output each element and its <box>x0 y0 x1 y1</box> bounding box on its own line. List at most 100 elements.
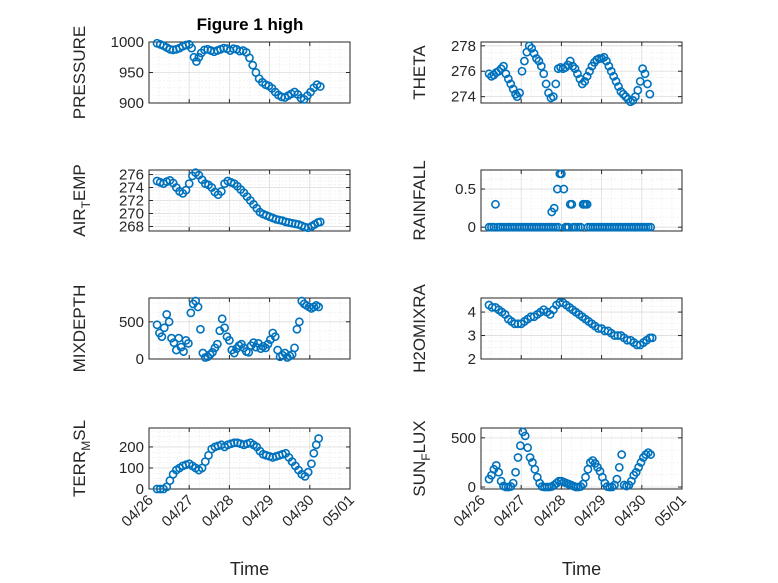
data-point <box>570 64 580 74</box>
data-point <box>647 333 657 343</box>
x-tick-label: 04/28 <box>531 492 570 531</box>
data-point <box>494 66 504 76</box>
data-point <box>294 317 304 327</box>
data-point <box>549 203 559 213</box>
data-point <box>229 348 239 358</box>
data-point <box>641 450 651 459</box>
data-point <box>643 79 652 89</box>
data-point <box>506 79 516 89</box>
data-point <box>530 464 540 474</box>
data-point <box>524 41 534 51</box>
data-point <box>496 64 506 74</box>
data-point <box>511 467 520 477</box>
data-point <box>245 53 254 63</box>
data-point <box>205 350 215 359</box>
y-tick-label: 4 <box>468 304 476 321</box>
y-tick-label: 0 <box>468 219 476 236</box>
x-tick-label: 05/01 <box>319 492 358 531</box>
y-axis-label: MIXDEPTH <box>70 285 89 373</box>
data-point <box>164 317 174 327</box>
y-tick-label: 1000 <box>111 34 144 51</box>
subplot-rainfall: 0 0.5 RAINFALL <box>410 160 683 241</box>
y-axis-label: H2OMIXRA <box>410 283 429 372</box>
data-point <box>186 308 196 318</box>
data-point <box>614 82 623 91</box>
data-point <box>263 339 273 349</box>
data-point <box>152 320 162 330</box>
figure-title: Figure 1 high <box>197 15 304 34</box>
axes-border <box>148 41 351 104</box>
y-tick-label: 200 <box>119 439 144 456</box>
y-tick-label: 268 <box>119 218 144 235</box>
y-tick-label: 276 <box>451 63 476 80</box>
data-point <box>315 82 325 91</box>
x-tick-label: 04/29 <box>239 492 278 531</box>
data-point <box>203 352 213 362</box>
x-tick-label: 04/28 <box>199 492 238 531</box>
data-point <box>515 88 524 98</box>
data-point <box>523 443 533 453</box>
data-point <box>646 450 656 459</box>
data-point <box>631 467 641 477</box>
data-point <box>548 92 558 102</box>
axes-border <box>148 297 351 360</box>
axes-frame <box>148 427 351 490</box>
data-point <box>217 314 227 324</box>
y-axis-label: PRESSURE <box>70 26 89 120</box>
data-point <box>634 462 643 472</box>
data-point <box>212 339 222 349</box>
data-point <box>539 69 549 79</box>
x-tick-label: 04/27 <box>158 492 197 531</box>
data-point <box>635 76 645 86</box>
x-tick-label: 04/26 <box>450 492 489 531</box>
data-point <box>616 87 626 96</box>
data-point <box>529 49 539 58</box>
axes-border <box>480 297 683 360</box>
data-point <box>585 458 595 467</box>
data-point <box>314 302 324 312</box>
x-tick-label: 04/30 <box>611 492 650 531</box>
y-tick-label: 0.5 <box>455 181 476 198</box>
data-point <box>580 76 590 86</box>
data-point <box>576 482 586 491</box>
x-axis-label: Time <box>230 559 269 579</box>
data-point <box>585 66 594 76</box>
x-tick-label: 04/27 <box>490 492 529 531</box>
subplot-h2omixra: 2 3 4 H2OMIXRA <box>410 283 683 373</box>
data-point <box>577 79 587 89</box>
y-tick-label: 278 <box>451 38 476 55</box>
data-point <box>501 69 511 79</box>
data-point <box>582 199 592 209</box>
data-point <box>270 332 280 342</box>
data-point <box>640 69 650 79</box>
data-point <box>612 474 622 484</box>
data-point <box>606 66 616 76</box>
y-axis-label: THETA <box>410 45 429 100</box>
data-point <box>633 85 643 95</box>
data-point <box>517 66 527 76</box>
y-tick-label: 950 <box>119 65 144 82</box>
x-tick-label: 04/29 <box>571 492 610 531</box>
data-point <box>491 199 500 209</box>
data-point <box>609 71 619 81</box>
data-point <box>307 459 316 469</box>
data-point <box>194 52 204 62</box>
y-tick-label: 500 <box>451 430 476 447</box>
data-point <box>499 61 508 71</box>
data-point <box>220 323 229 333</box>
data-point <box>534 56 544 66</box>
x-tick-label: 05/01 <box>651 492 690 531</box>
axes-border <box>480 41 683 104</box>
data-point <box>184 179 194 189</box>
data-point <box>646 222 656 232</box>
data-point <box>575 74 585 84</box>
data-point <box>216 187 226 196</box>
subplot-mixdepth: 0 500 MIXDEPTH <box>70 285 351 373</box>
y-tick-label: 100 <box>119 460 144 477</box>
data-point <box>315 217 325 227</box>
data-point <box>508 84 518 94</box>
y-axis-label: RAINFALL <box>410 160 429 240</box>
